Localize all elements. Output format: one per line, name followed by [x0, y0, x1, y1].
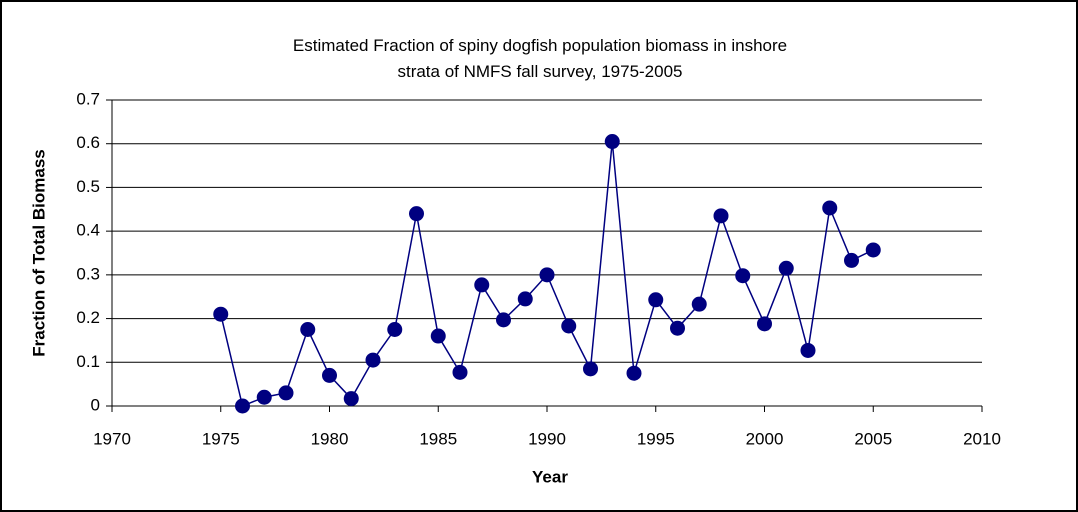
data-point	[844, 252, 859, 268]
y-tick-label: 0.1	[76, 352, 100, 371]
y-tick-label: 0.5	[76, 177, 100, 196]
x-tick-label: 1995	[637, 429, 675, 448]
data-point	[604, 134, 620, 150]
data-point	[365, 352, 381, 368]
y-tick-label: 0.3	[76, 264, 100, 283]
data-point	[496, 312, 511, 328]
y-tick-label: 0.2	[76, 308, 100, 327]
data-point	[517, 291, 533, 307]
data-point	[735, 268, 751, 284]
data-point	[474, 277, 490, 293]
data-point	[235, 398, 250, 414]
x-tick-label: 1975	[202, 429, 240, 448]
data-point	[778, 260, 794, 276]
data-point	[583, 361, 598, 377]
data-point	[822, 200, 838, 216]
data-point	[322, 367, 337, 383]
data-point	[865, 242, 881, 258]
data-point	[757, 316, 772, 332]
data-point	[452, 364, 468, 380]
data-point	[343, 391, 359, 407]
data-point	[430, 328, 446, 344]
x-tick-label: 1970	[93, 429, 131, 448]
x-tick-label: 2010	[963, 429, 1001, 448]
y-tick-label: 0.4	[76, 221, 100, 240]
data-point	[670, 320, 685, 336]
data-point	[626, 365, 642, 381]
data-point	[256, 389, 272, 405]
data-point	[713, 208, 729, 224]
x-tick-label: 1985	[419, 429, 457, 448]
y-tick-label: 0.7	[76, 89, 100, 108]
data-point	[648, 292, 664, 308]
x-axis-label: Year	[532, 467, 568, 486]
x-tick-label: 2000	[746, 429, 784, 448]
data-point	[300, 322, 316, 337]
y-tick-label: 0	[91, 395, 100, 414]
y-tick-label: 0.6	[76, 133, 100, 152]
y-axis-label: Fraction of Total Biomass	[29, 149, 48, 357]
data-point	[691, 296, 707, 312]
data-point	[213, 306, 229, 322]
data-point	[278, 385, 294, 401]
chart-title: Estimated Fraction of spiny dogfish popu…	[292, 36, 788, 81]
data-point	[800, 342, 816, 358]
data-point	[387, 322, 403, 337]
data-point	[409, 206, 424, 222]
data-point	[539, 267, 555, 283]
x-tick-label: 1980	[311, 429, 349, 448]
x-tick-label: 1990	[528, 429, 566, 448]
x-tick-label: 2005	[854, 429, 892, 448]
data-point	[561, 318, 577, 334]
